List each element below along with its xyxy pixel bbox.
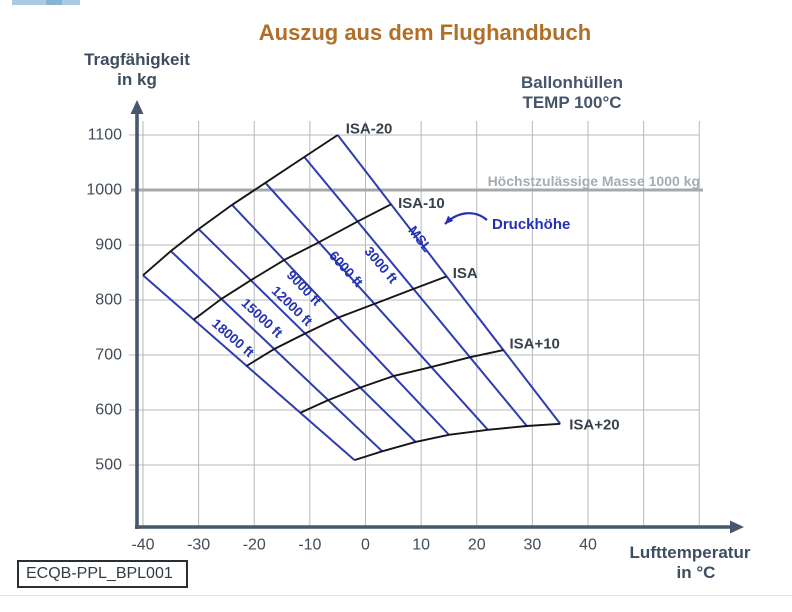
x-tick-label: -30 — [187, 537, 210, 554]
y-axis-title-line1: Tragfähigkeit — [84, 50, 190, 69]
document-code: ECQB-PPL_BPL001 — [26, 565, 173, 582]
isa-label: ISA-20 — [346, 121, 393, 138]
altitude-label: MSL — [405, 223, 434, 255]
condition-label-line2: TEMP 100°C — [522, 93, 621, 112]
pressure-altitude-label: Druckhöhe — [492, 216, 570, 233]
isa-label: ISA+20 — [569, 416, 619, 433]
altitude-line — [264, 182, 489, 431]
window-fragment-mark — [46, 0, 62, 5]
isa-label: ISA+10 — [509, 336, 559, 353]
x-tick-label: 30 — [523, 537, 541, 554]
altitude-line — [170, 250, 383, 452]
isa-label: ISA — [453, 265, 478, 282]
x-tick-label: -20 — [243, 537, 266, 554]
altitude-line — [197, 228, 417, 443]
isa-curve — [193, 203, 392, 321]
y-tick-label: 700 — [95, 347, 122, 364]
y-tick-label: 800 — [95, 292, 122, 309]
y-axis-title-line2: in kg — [117, 70, 157, 89]
x-tick-label: 40 — [579, 537, 597, 554]
pressure-altitude-arrow — [444, 212, 488, 225]
altitude-line — [231, 204, 450, 436]
x-tick-label: -10 — [298, 537, 321, 554]
x-tick-label: 20 — [468, 537, 486, 554]
x-tick-label: 10 — [412, 537, 430, 554]
isa-curve — [300, 349, 504, 414]
y-tick-label: 500 — [95, 457, 122, 474]
x-tick-label: -40 — [131, 537, 154, 554]
document-code-box: ECQB-PPL_BPL001 — [17, 560, 188, 588]
altitude-line — [303, 156, 528, 427]
x-tick-label: 0 — [361, 537, 370, 554]
y-tick-label: 1100 — [88, 127, 123, 144]
y-tick-label: 900 — [95, 237, 122, 254]
altitude-label: 6000 ft — [326, 248, 366, 290]
max-mass-label: Höchstzulässige Masse 1000 kg — [488, 173, 700, 189]
page-title: Auszug aus dem Flughandbuch — [259, 20, 591, 45]
isa-curve — [354, 422, 561, 462]
x-axis-title-line1: Lufttemperatur — [630, 543, 751, 562]
altitude-line — [336, 134, 561, 425]
y-tick-label: 1000 — [86, 182, 122, 199]
condition-label-line1: Ballonhüllen — [521, 73, 623, 92]
x-axis-title-line2: in °C — [677, 563, 716, 582]
altitude-line — [142, 274, 356, 461]
bottom-divider — [0, 595, 792, 596]
isa-curve — [246, 275, 448, 367]
y-axis-arrowhead — [130, 100, 144, 114]
y-tick-label: 600 — [95, 402, 122, 419]
x-axis-arrowhead — [730, 520, 744, 534]
isa-label: ISA-10 — [398, 195, 445, 212]
window-fragment — [12, 0, 80, 5]
isa-curve — [142, 134, 339, 277]
